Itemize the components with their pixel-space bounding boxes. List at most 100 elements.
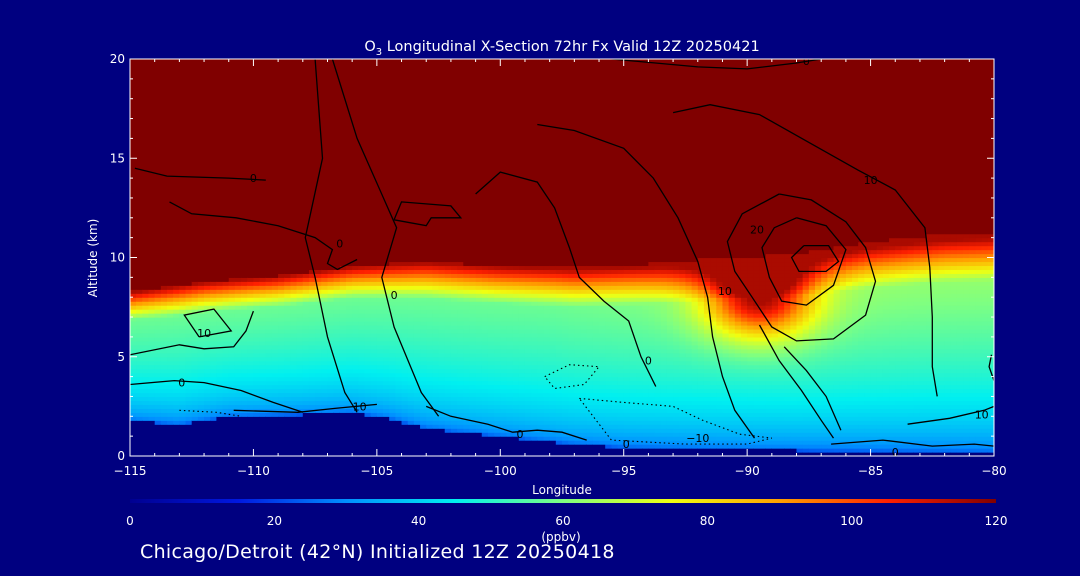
field-cell xyxy=(271,364,279,370)
field-cell xyxy=(173,384,180,390)
field-cell xyxy=(228,321,236,326)
field-cell xyxy=(420,289,427,294)
field-cell xyxy=(296,428,304,433)
field-cell xyxy=(315,420,322,425)
field-cell xyxy=(358,118,366,124)
field-cell xyxy=(333,400,341,405)
field-cell xyxy=(154,408,162,413)
field-cell xyxy=(296,225,304,231)
field-cell xyxy=(383,150,390,155)
field-cell xyxy=(420,265,427,271)
field-cell xyxy=(265,317,273,322)
field-cell xyxy=(346,269,353,274)
field-cell xyxy=(253,261,261,267)
field-cell xyxy=(173,146,180,151)
field-cell xyxy=(327,384,335,390)
field-cell xyxy=(265,253,273,259)
field-cell xyxy=(197,225,205,231)
field-cell xyxy=(290,237,298,243)
field-cell xyxy=(346,197,353,203)
field-cell xyxy=(389,90,396,96)
field-cell xyxy=(296,364,304,370)
field-cell xyxy=(197,261,205,267)
field-cell xyxy=(241,348,248,354)
field-cell xyxy=(191,396,199,402)
field-cell xyxy=(346,420,353,425)
field-cell xyxy=(210,301,217,306)
field-cell xyxy=(432,305,440,310)
field-cell xyxy=(296,193,304,199)
field-cell xyxy=(296,221,304,227)
field-cell xyxy=(234,424,242,429)
field-cell xyxy=(278,380,285,386)
field-cell xyxy=(179,273,187,278)
field-cell xyxy=(259,134,267,139)
field-cell xyxy=(364,90,372,96)
field-cell xyxy=(142,130,150,136)
field-cell xyxy=(333,356,341,362)
field-cell xyxy=(376,384,384,390)
field-cell xyxy=(241,305,248,310)
field-cell xyxy=(302,122,310,128)
field-cell xyxy=(191,122,199,128)
field-cell xyxy=(136,356,143,362)
field-cell xyxy=(413,408,421,413)
field-cell xyxy=(321,281,329,286)
field-cell xyxy=(290,317,298,322)
field-cell xyxy=(290,150,298,155)
field-cell xyxy=(284,301,292,306)
field-cell xyxy=(197,297,205,302)
field-cell xyxy=(154,70,162,76)
field-cell xyxy=(271,237,279,243)
field-cell xyxy=(136,59,143,64)
field-cell xyxy=(315,372,322,378)
field-cell xyxy=(296,297,304,302)
field-cell xyxy=(432,110,440,116)
field-cell xyxy=(376,178,384,183)
field-cell xyxy=(278,225,285,231)
field-cell xyxy=(179,114,187,120)
field-cell xyxy=(228,384,236,390)
field-cell xyxy=(284,98,292,104)
field-cell xyxy=(228,428,236,433)
field-cell xyxy=(315,436,322,441)
field-cell xyxy=(321,424,329,429)
field-cell xyxy=(420,372,427,378)
field-cell xyxy=(302,102,310,108)
field-cell xyxy=(265,392,273,398)
field-cell xyxy=(284,356,292,362)
field-cell xyxy=(130,78,137,84)
field-cell xyxy=(315,186,322,191)
field-cell xyxy=(296,98,304,104)
field-cell xyxy=(308,150,316,155)
field-cell xyxy=(142,182,150,187)
field-cell xyxy=(290,162,298,167)
field-cell xyxy=(167,376,174,382)
field-cell xyxy=(346,190,353,195)
field-cell xyxy=(432,321,440,326)
field-cell xyxy=(302,281,310,286)
field-cell xyxy=(259,317,267,322)
field-cell xyxy=(327,209,335,215)
field-cell xyxy=(241,98,248,104)
field-cell xyxy=(253,344,261,350)
field-cell xyxy=(259,118,267,124)
field-cell xyxy=(327,158,335,163)
field-cell xyxy=(160,66,168,72)
field-cell xyxy=(191,265,199,271)
field-cell xyxy=(210,134,217,139)
field-cell xyxy=(296,59,304,64)
field-cell xyxy=(142,400,150,405)
field-cell xyxy=(290,285,298,290)
field-cell xyxy=(216,233,224,239)
field-cell xyxy=(432,98,440,104)
field-cell xyxy=(241,126,248,132)
field-cell xyxy=(339,444,347,449)
field-cell xyxy=(179,110,187,116)
field-cell xyxy=(352,233,359,239)
field-cell xyxy=(247,420,255,425)
field-cell xyxy=(376,70,384,76)
field-cell xyxy=(284,182,292,187)
field-cell xyxy=(160,174,168,179)
field-cell xyxy=(420,344,427,350)
